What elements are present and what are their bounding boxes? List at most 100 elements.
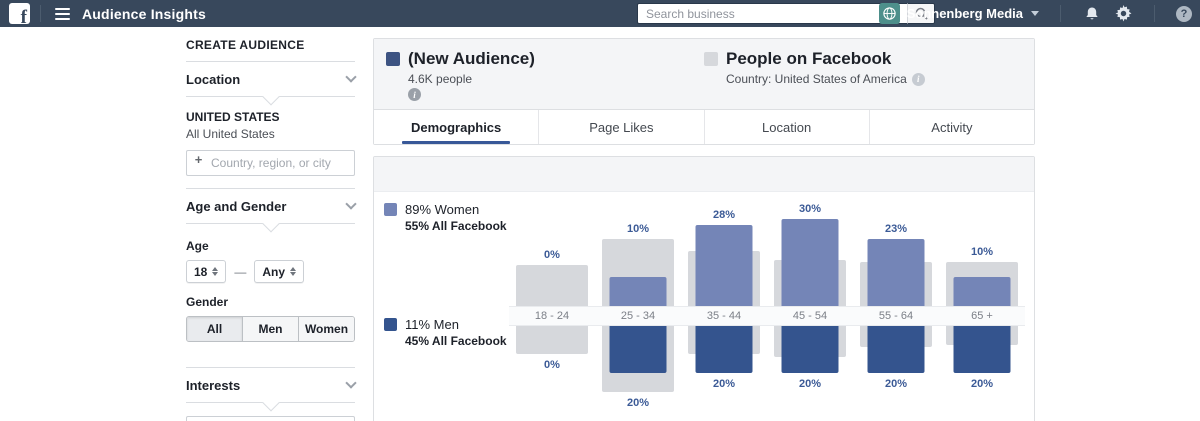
women-value-label: 10% bbox=[626, 223, 650, 235]
age-gender-chart: 89% Women 55% All Facebook 11% Men 45% A… bbox=[374, 192, 1034, 421]
chart-plot-area: 0% 18 - 24 0% 10% 25 - 34 20% 28% 35 - 44 20% 30%… bbox=[509, 194, 1025, 421]
interests-section-label: Interests bbox=[186, 377, 241, 393]
hamburger-menu-icon[interactable] bbox=[55, 7, 70, 20]
search-input[interactable] bbox=[637, 3, 907, 24]
insights-tab-bar: Demographics Page Likes Location Activity bbox=[374, 110, 1034, 144]
age-category-label: 55 - 64 bbox=[853, 306, 939, 326]
audience-summary-card: (New Audience) 4.6K people i People on F… bbox=[373, 38, 1035, 145]
age-max-select[interactable]: Any bbox=[254, 260, 305, 283]
women-value-label: 10% bbox=[970, 246, 994, 258]
age-gender-section-body: Age 18 — Any Gender All Men Women bbox=[186, 224, 355, 367]
main-content: (New Audience) 4.6K people i People on F… bbox=[373, 27, 1035, 421]
gender-option-men[interactable]: Men bbox=[243, 317, 299, 341]
women-half: 23% bbox=[853, 194, 939, 306]
women-bar[interactable] bbox=[695, 225, 753, 306]
men-bar[interactable] bbox=[609, 326, 667, 373]
divider-notch bbox=[186, 402, 355, 403]
women-legend-swatch bbox=[384, 203, 397, 216]
location-input[interactable] bbox=[186, 150, 355, 176]
location-section-label: Location bbox=[186, 71, 241, 87]
info-icon[interactable]: i bbox=[408, 88, 421, 101]
men-value-label: 20% bbox=[970, 378, 994, 390]
search-bar bbox=[637, 3, 935, 24]
divider bbox=[186, 61, 355, 62]
women-half: 28% bbox=[681, 194, 767, 306]
select-arrows-icon bbox=[290, 267, 297, 276]
men-bar[interactable] bbox=[781, 326, 839, 373]
info-icon[interactable]: i bbox=[911, 72, 925, 86]
help-icon[interactable]: ? bbox=[1176, 5, 1192, 22]
men-value-label: 20% bbox=[712, 378, 736, 390]
age-min-select[interactable]: 18 bbox=[186, 260, 227, 283]
chart-group-55-64: 23% 55 - 64 20% bbox=[853, 194, 939, 421]
notifications-bell-icon[interactable] bbox=[1082, 4, 1102, 24]
men-half: 20% bbox=[939, 326, 1025, 421]
women-bar[interactable] bbox=[609, 277, 667, 306]
search-button[interactable] bbox=[907, 3, 935, 24]
men-legend-swatch bbox=[384, 318, 397, 331]
tab-activity[interactable]: Activity bbox=[931, 119, 973, 135]
people-on-facebook-column: People on Facebook Country: United State… bbox=[704, 49, 1022, 101]
age-category-label: 65 + bbox=[939, 306, 1025, 326]
gender-label: Gender bbox=[186, 295, 229, 309]
women-half: 10% bbox=[939, 194, 1025, 306]
interest-input[interactable] bbox=[186, 416, 355, 421]
chart-group-25-34: 10% 25 - 34 20% bbox=[595, 194, 681, 421]
men-bar[interactable] bbox=[695, 326, 753, 373]
women-legend-sublabel: 55% All Facebook bbox=[405, 219, 507, 233]
men-legend-sublabel: 45% All Facebook bbox=[405, 334, 507, 348]
account-avatar bbox=[878, 3, 900, 24]
men-half: 20% bbox=[681, 326, 767, 421]
people-on-facebook-title: People on Facebook bbox=[726, 49, 892, 68]
women-value-label: 28% bbox=[712, 209, 736, 221]
tab-demographics[interactable]: Demographics bbox=[374, 110, 540, 144]
women-half: 0% bbox=[509, 194, 595, 306]
section-header-location[interactable]: Location bbox=[186, 62, 357, 96]
tab-page-likes[interactable]: Page Likes bbox=[539, 110, 705, 144]
chart-group-18-24: 0% 18 - 24 0% bbox=[509, 194, 595, 421]
men-value-label: 20% bbox=[626, 397, 650, 409]
people-on-facebook-swatch bbox=[704, 52, 718, 66]
account-menu[interactable]: Sonnenberg Media bbox=[878, 3, 1039, 24]
navbar-divider bbox=[1060, 5, 1061, 22]
interests-section-body: + bbox=[186, 403, 355, 421]
men-legend-label: 11% Men bbox=[405, 317, 459, 332]
gender-option-women[interactable]: Women bbox=[299, 317, 354, 341]
men-bar[interactable] bbox=[867, 326, 925, 373]
age-category-label: 45 - 54 bbox=[767, 306, 853, 326]
facebook-logo-icon[interactable]: f bbox=[9, 3, 30, 24]
settings-gear-icon[interactable] bbox=[1113, 4, 1133, 24]
all-facebook-women-bar[interactable] bbox=[516, 265, 588, 306]
location-section-body: UNITED STATES All United States + bbox=[186, 97, 355, 188]
app-title: Audience Insights bbox=[82, 5, 206, 22]
section-header-interests[interactable]: Interests bbox=[186, 368, 357, 402]
legend-women: 89% Women 55% All Facebook bbox=[384, 202, 507, 233]
account-name: Sonnenberg Media bbox=[906, 6, 1023, 21]
women-bar[interactable] bbox=[953, 277, 1011, 306]
men-bar[interactable] bbox=[953, 326, 1011, 373]
chevron-down-icon bbox=[345, 71, 357, 83]
navbar-divider bbox=[1154, 5, 1155, 22]
gender-option-all[interactable]: All bbox=[187, 317, 243, 341]
men-value-label: 20% bbox=[884, 378, 908, 390]
location-scope-label: All United States bbox=[186, 127, 275, 141]
age-category-label: 35 - 44 bbox=[681, 306, 767, 326]
tab-location[interactable]: Location bbox=[705, 110, 870, 144]
age-min-value: 18 bbox=[194, 264, 208, 279]
gender-segmented-control: All Men Women bbox=[186, 316, 355, 342]
women-half: 30% bbox=[767, 194, 853, 306]
men-half: 20% bbox=[853, 326, 939, 421]
new-audience-column: (New Audience) 4.6K people i bbox=[386, 49, 704, 101]
divider-notch bbox=[186, 96, 355, 97]
section-header-age-gender[interactable]: Age and Gender bbox=[186, 189, 357, 223]
chart-group-35-44: 28% 35 - 44 20% bbox=[681, 194, 767, 421]
all-facebook-men-bar[interactable] bbox=[516, 326, 588, 354]
men-value-label: 20% bbox=[798, 378, 822, 390]
women-value-label: 0% bbox=[544, 249, 560, 261]
women-half: 10% bbox=[595, 194, 681, 306]
men-half: 20% bbox=[767, 326, 853, 421]
audience-size: 4.6K people bbox=[408, 72, 473, 86]
women-bar[interactable] bbox=[867, 239, 925, 306]
divider bbox=[186, 367, 355, 368]
women-bar[interactable] bbox=[781, 219, 839, 306]
